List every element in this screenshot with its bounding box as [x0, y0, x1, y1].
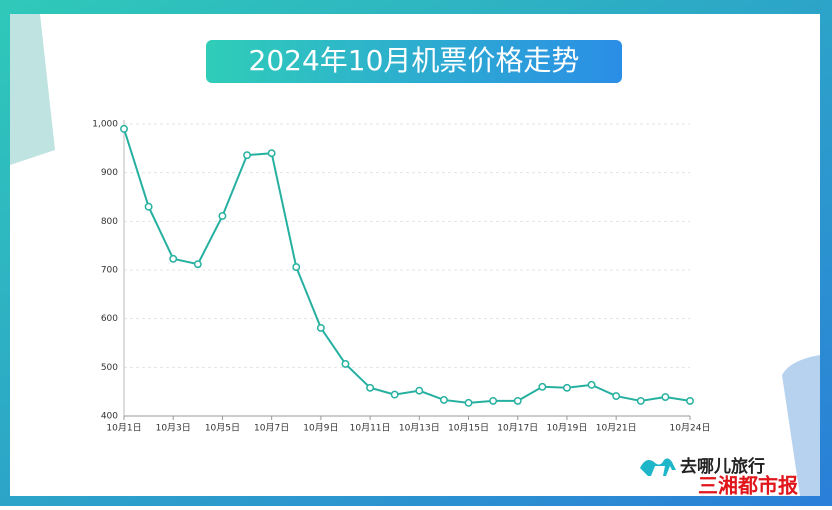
data-point — [316, 323, 325, 332]
data-point — [169, 254, 178, 263]
data-point — [341, 359, 350, 368]
data-point — [415, 386, 424, 395]
y-tick-label: 900 — [101, 168, 118, 178]
title-box — [206, 40, 622, 83]
y-tick-label: 800 — [101, 217, 118, 227]
data-point — [686, 396, 694, 405]
x-tick-label: 10月17日 — [497, 423, 538, 434]
data-point — [636, 396, 645, 405]
data-point — [292, 263, 301, 272]
x-tick-label: 10月5日 — [205, 423, 240, 434]
data-point — [243, 151, 251, 160]
decor-right — [782, 355, 820, 496]
data-point — [267, 149, 276, 158]
x-tick-label: 10月11日 — [350, 423, 391, 434]
x-tick-label: 10月9日 — [303, 423, 338, 434]
x-tick-label: 10月19日 — [547, 423, 588, 434]
x-tick-label: 10月24日 — [670, 423, 711, 434]
x-tick-label: 10月3日 — [156, 423, 191, 434]
y-tick-label: 400 — [101, 412, 118, 422]
x-tick-label: 10月7日 — [254, 423, 289, 434]
data-point — [489, 396, 498, 405]
x-tick-label: 10月15日 — [448, 423, 489, 434]
data-point — [513, 396, 522, 405]
decor-left — [10, 14, 55, 165]
data-point — [439, 395, 448, 404]
data-point — [538, 382, 547, 391]
x-tick-label: 10月21日 — [596, 423, 637, 434]
data-point — [587, 380, 596, 389]
data-point — [390, 390, 399, 399]
data-point — [120, 124, 128, 133]
data-point — [366, 383, 375, 392]
data-point — [563, 383, 571, 392]
data-point — [464, 398, 473, 407]
data-point — [218, 212, 227, 220]
data-point — [144, 202, 153, 211]
price-line — [123, 128, 691, 404]
y-tick-label: 500 — [101, 363, 118, 373]
data-point — [612, 392, 621, 400]
data-point — [193, 260, 202, 269]
x-tick-label: 10月1日 — [106, 423, 141, 434]
brand-travel: 去哪儿旅行 — [680, 456, 765, 477]
data-point — [661, 393, 670, 401]
y-tick-label: 1,000 — [92, 120, 118, 130]
brand-newspaper: 三湘都市报 — [698, 474, 798, 498]
y-tick-label: 600 — [101, 314, 118, 324]
chart-title: 2024年10月机票价格走势 — [249, 44, 580, 77]
camel-logo — [640, 458, 676, 476]
y-tick-label: 700 — [101, 266, 118, 276]
x-tick-label: 10月13日 — [399, 423, 440, 434]
